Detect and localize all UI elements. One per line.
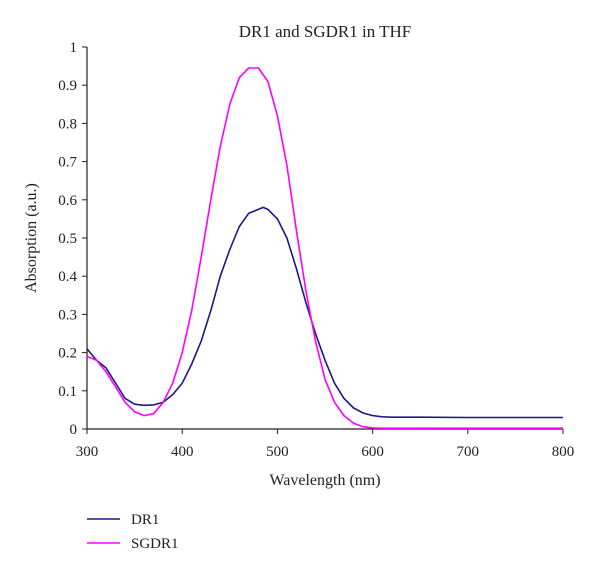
y-tick-label: 0.4 — [58, 269, 77, 285]
x-tick-label: 700 — [457, 444, 480, 460]
series-line-dr1 — [86, 206, 563, 419]
legend: DR1 SGDR1 — [87, 512, 179, 552]
x-tick-label: 500 — [266, 444, 289, 460]
y-tick-label: 0.9 — [58, 78, 77, 94]
x-axis-label: Wavelength (nm) — [269, 472, 380, 489]
x-tick-label: 300 — [76, 444, 99, 460]
legend-label-sgdr1: SGDR1 — [131, 536, 179, 552]
y-tick-label: 0.1 — [58, 384, 77, 400]
x-tick-label: 400 — [171, 444, 194, 460]
y-tick-label: 0.3 — [58, 307, 77, 323]
legend-label-dr1: DR1 — [131, 512, 159, 528]
chart-title: DR1 and SGDR1 in THF — [239, 22, 412, 41]
plot-area: 0 0.1 0.2 0.3 0.4 0.5 0.6 0.7 0.8 0.9 1 300 400 500 60… — [58, 40, 574, 460]
y-tick-label: 1 — [70, 40, 78, 56]
y-tick-label: 0 — [70, 422, 78, 438]
y-tick-label: 0.6 — [58, 193, 77, 209]
series-line-sgdr1 — [86, 67, 563, 429]
y-axis-label: Absorption (a.u.) — [23, 183, 40, 293]
y-tick-label: 0.7 — [58, 155, 77, 171]
y-tick-label: 0.5 — [58, 231, 77, 247]
y-tick-label: 0.8 — [58, 116, 77, 132]
x-tick-label: 800 — [552, 444, 575, 460]
x-tick-label: 600 — [361, 444, 384, 460]
y-tick-label: 0.2 — [58, 346, 77, 362]
